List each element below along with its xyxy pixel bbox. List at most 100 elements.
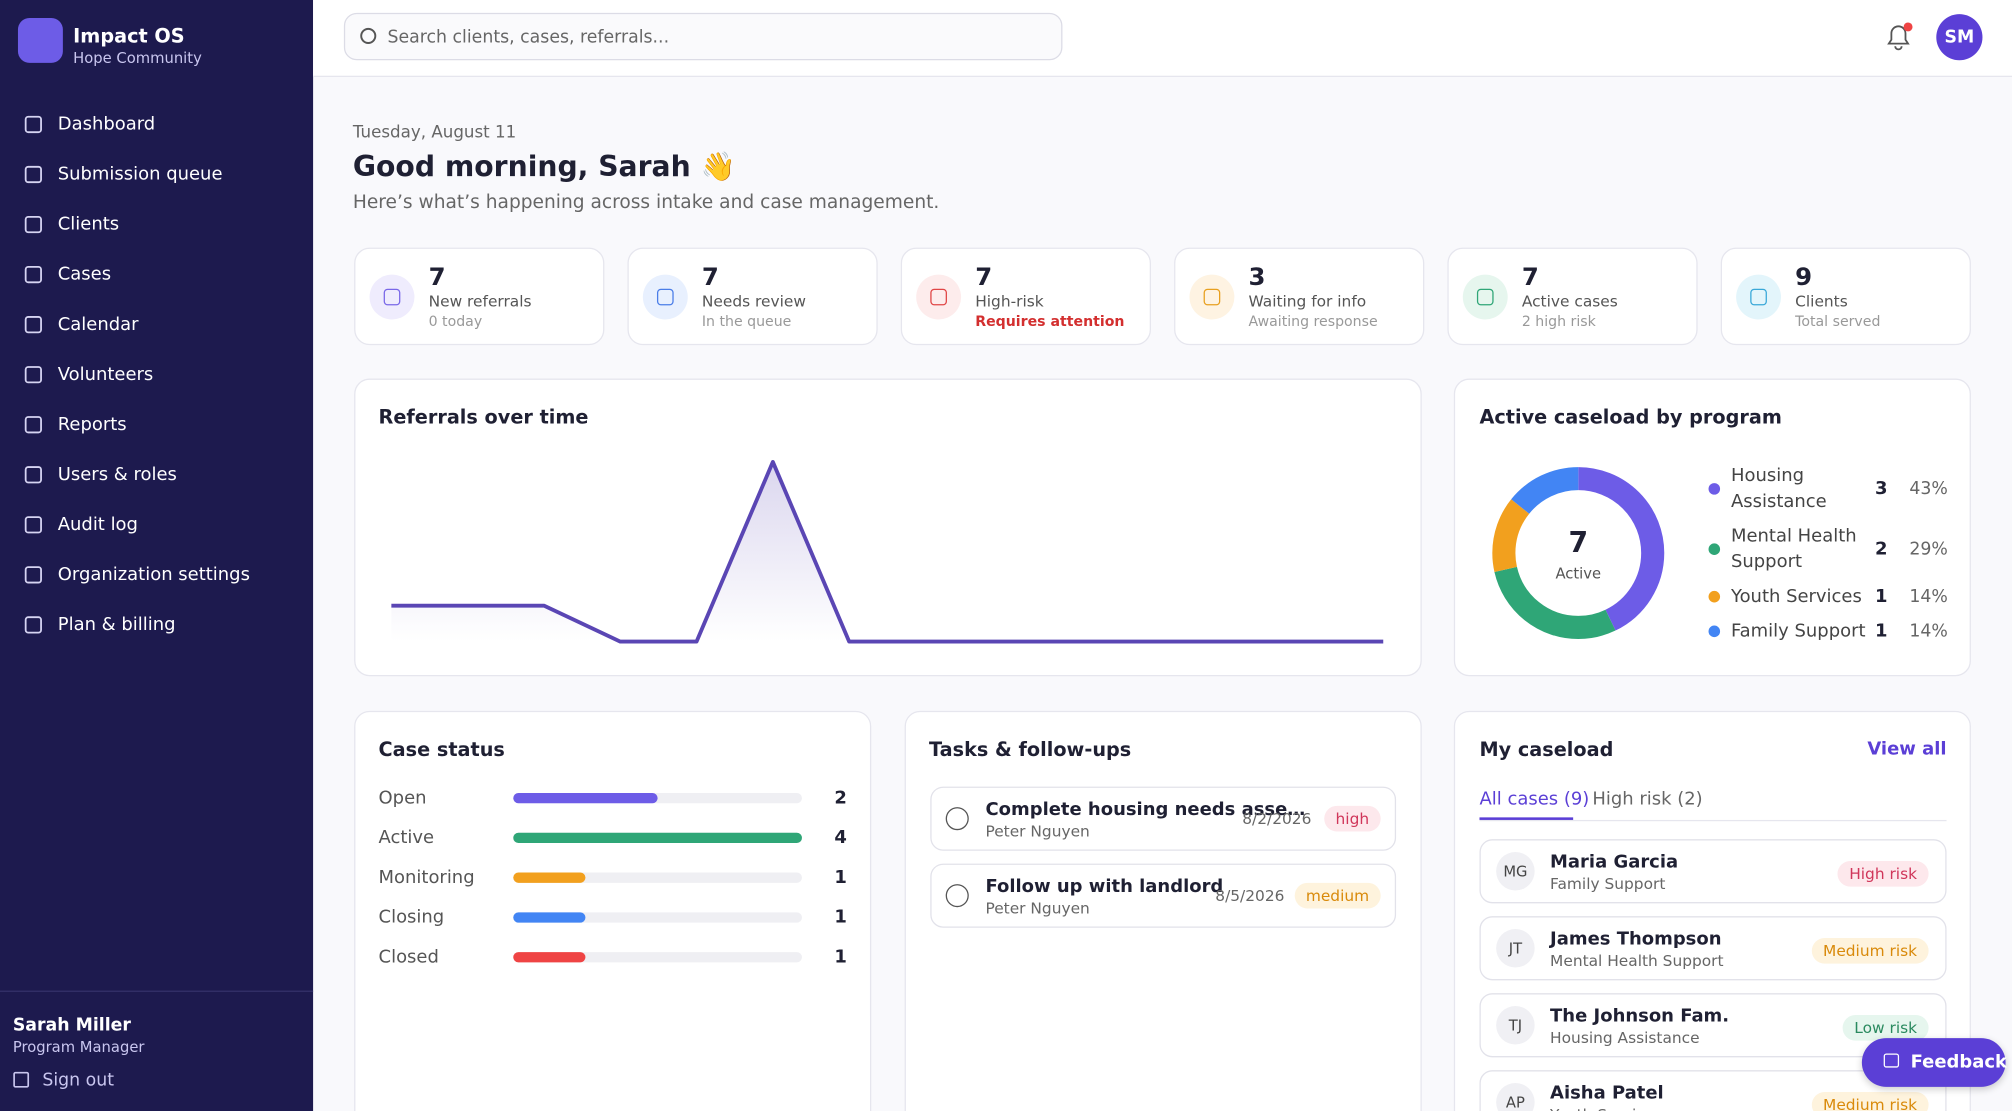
greeting: Good morning, Sarah 👋 <box>352 151 736 184</box>
legend-percent: 43% <box>1909 478 1948 500</box>
client-name: James Thompson <box>1550 929 1722 950</box>
bar <box>513 832 802 844</box>
area <box>391 461 1384 642</box>
feedback-label: Feedback <box>1910 1052 2007 1073</box>
tab[interactable]: High risk (2) <box>1592 789 1703 810</box>
task-item[interactable] <box>930 786 1397 851</box>
task-checkbox[interactable] <box>945 807 969 831</box>
stat-icon <box>642 274 688 320</box>
client-risk: Medium risk <box>1811 1091 1929 1111</box>
legend-label: Family Support <box>1730 621 1866 642</box>
notification-dot <box>1903 22 1913 32</box>
feedback-button[interactable] <box>1861 1038 2006 1087</box>
bar <box>513 912 586 923</box>
bar <box>513 792 658 804</box>
stat-value: 7 <box>1521 263 1539 292</box>
stat-value: 3 <box>1248 263 1266 292</box>
nav-item[interactable]: Submission queue <box>57 164 223 185</box>
stat-label: Active cases <box>1521 292 1618 311</box>
nav-icon <box>24 165 42 184</box>
legend-count: 1 <box>1875 586 1888 607</box>
nav-item[interactable]: Reports <box>57 414 127 435</box>
task-title: Follow up with landlord <box>985 876 1224 897</box>
client-initials: JT <box>1508 939 1523 958</box>
task-priority: medium <box>1294 882 1381 909</box>
nav-item[interactable]: Plan & billing <box>57 614 176 636</box>
client-risk: Low risk <box>1842 1014 1929 1041</box>
stat-value: 7 <box>701 263 719 292</box>
view-all[interactable]: View all <box>1867 739 1947 760</box>
sign-out[interactable]: Sign out <box>42 1070 115 1091</box>
donut-segment <box>1492 467 1665 640</box>
task-title: Complete housing needs asse… <box>985 799 1306 820</box>
nav-item[interactable]: Clients <box>57 214 120 235</box>
legend-count: 2 <box>1875 538 1888 560</box>
stat-icon <box>369 274 415 320</box>
stat-glyph <box>1476 288 1494 306</box>
status-label: Active <box>378 827 435 849</box>
status-label: Monitoring <box>378 867 475 888</box>
client-initials: TJ <box>1508 1016 1523 1035</box>
nav-icon <box>24 616 42 634</box>
task-person: Peter Nguyen <box>985 822 1090 841</box>
tab[interactable]: All cases (9) <box>1479 789 1590 810</box>
legend-dot <box>1708 483 1721 495</box>
nav-item[interactable]: Users & roles <box>57 464 177 486</box>
status-value: 1 <box>834 867 847 888</box>
stat-label: Clients <box>1795 292 1848 311</box>
client-card[interactable] <box>1479 916 1947 981</box>
stat-value: 7 <box>975 263 993 292</box>
legend-label: Mental Health Support <box>1730 526 1857 573</box>
client-initials: MG <box>1503 862 1528 881</box>
client-initials: AP <box>1505 1093 1525 1111</box>
sidebar-divider <box>0 990 314 992</box>
stat-glyph <box>656 288 674 306</box>
avatar-initials: SM <box>1944 26 1975 48</box>
card-title: Tasks & follow-ups <box>929 737 1132 761</box>
status-value: 2 <box>834 787 847 809</box>
client-avatar <box>1496 929 1535 968</box>
client-avatar <box>1496 1005 1535 1045</box>
stat-icon <box>1189 274 1235 320</box>
subtitle: Here’s what’s happening across intake an… <box>352 192 940 214</box>
nav-item[interactable]: Cases <box>57 264 112 285</box>
stat-glyph <box>930 288 947 306</box>
stat-note: Requires attention <box>975 313 1125 330</box>
task-person: Peter Nguyen <box>985 899 1090 918</box>
status-label: Open <box>378 787 427 809</box>
nav-item[interactable]: Organization settings <box>57 564 250 586</box>
nav-icons <box>13 115 42 1088</box>
client-name: Aisha Patel <box>1550 1082 1664 1104</box>
nav-item[interactable]: Volunteers <box>57 364 154 385</box>
org-name: Hope Community <box>73 48 202 67</box>
nav-icon <box>24 265 42 284</box>
client-program: Family Support <box>1550 875 1666 894</box>
stat-note: Awaiting response <box>1248 313 1378 330</box>
legend-percent: 14% <box>1909 586 1948 607</box>
stat-glyph <box>1750 288 1767 306</box>
stat-icon <box>916 274 962 320</box>
status-value: 1 <box>834 907 847 928</box>
avatar[interactable] <box>1936 14 1983 61</box>
nav-item[interactable]: Audit log <box>57 514 138 536</box>
nav-item[interactable]: Calendar <box>57 314 139 335</box>
date: Tuesday, August 11 <box>352 123 517 143</box>
nav-icon <box>24 215 42 234</box>
bar-track <box>513 952 802 963</box>
nav-icon <box>24 466 42 484</box>
feedback-icon <box>1883 1053 1900 1068</box>
stat-label: New referrals <box>428 292 532 311</box>
task-checkbox[interactable] <box>945 884 969 908</box>
client-name: Maria Garcia <box>1550 852 1679 873</box>
legend-dot <box>1708 590 1721 603</box>
nav-item[interactable]: Dashboard <box>57 114 156 135</box>
stat-value: 7 <box>428 263 446 292</box>
topbar-icons <box>360 22 1913 51</box>
donut-segment <box>1492 467 1665 640</box>
search-box[interactable] <box>343 12 1063 61</box>
logo <box>17 17 63 63</box>
nav-icon <box>24 516 42 534</box>
